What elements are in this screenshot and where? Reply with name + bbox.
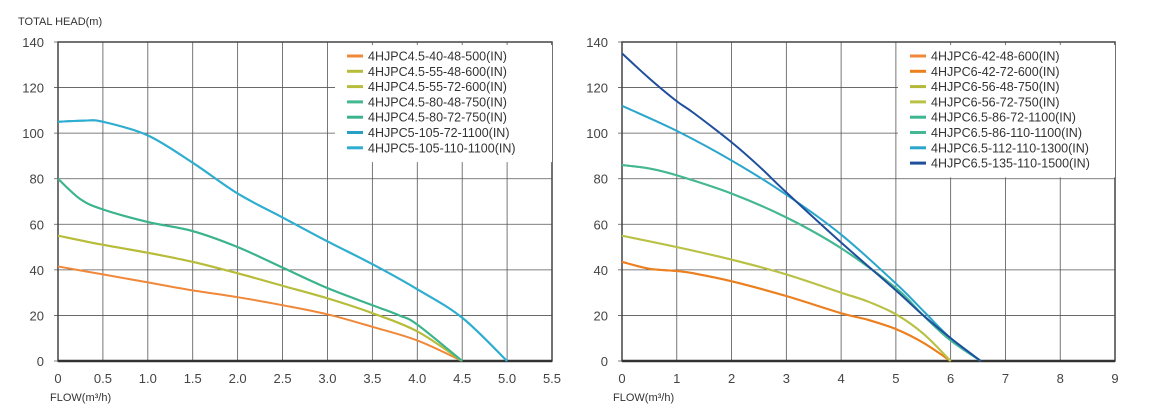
series-line (621, 52, 982, 362)
x-tick-label: 4 (837, 371, 844, 386)
legend-entry: 4HJPC4.5-80-48-750(IN) (368, 95, 507, 109)
x-tick-label: 7 (1002, 371, 1009, 386)
legend-entry: 4HJPC4.5-55-72-600(IN) (368, 80, 507, 94)
legend-entry: 4HJPC6-56-72-750(IN) (931, 95, 1060, 109)
x-tick-label: 9 (1111, 371, 1118, 386)
y-tick-label: 20 (594, 308, 608, 323)
legend-entry: 4HJPC6.5-135-110-1500(IN) (931, 157, 1090, 171)
series-line (621, 164, 982, 362)
series-line (621, 104, 982, 362)
legend-entry: 4HJPC6.5-86-72-1100(IN) (931, 111, 1076, 125)
y-tick-label: 140 (586, 35, 608, 50)
legend-entry: 4HJPC6.5-86-110-1100(IN) (931, 126, 1082, 140)
x-tick-label: 2 (728, 371, 735, 386)
x-tick-label: 0 (618, 371, 625, 386)
x-tick-label: 4.0 (408, 371, 426, 386)
x-tick-label: 4.5 (453, 371, 471, 386)
chart-left: 0 0.5 1.0 1.5 2.0 2.5 3.0 3.5 4.0 4.5 5.0 5.5 0 20 40 6… (22, 35, 561, 386)
x-tick-label: 1.5 (184, 371, 202, 386)
x-tick-label: 8 (1057, 371, 1064, 386)
y-tick-label: 100 (22, 126, 44, 141)
series-line (621, 234, 952, 362)
x-tick-label: 3 (783, 371, 790, 386)
legend-entry: 4HJPC4.5-80-72-750(IN) (368, 111, 507, 125)
x-tick-label: 2.5 (274, 371, 292, 386)
series-line (57, 177, 463, 362)
legend: 4HJPC4.5-40-48-500(IN)4HJPC4.5-55-48-600… (335, 45, 552, 163)
y-tick-label: 0 (601, 354, 608, 369)
y-tick-label: 80 (30, 172, 44, 187)
legend-entry: 4HJPC5-105-110-1100(IN) (368, 141, 516, 155)
y-tick-label: 40 (594, 263, 608, 278)
x-tick-label: 1.0 (139, 371, 157, 386)
legend-entry: 4HJPC6-42-72-600(IN) (931, 65, 1060, 79)
legend-entry: 4HJPC6.5-112-110-1300(IN) (931, 141, 1089, 155)
series-line (621, 164, 982, 362)
x-axis-label-left: FLOW(m³/h) (50, 392, 111, 404)
x-axis-label-right: FLOW(m³/h) (613, 392, 674, 404)
y-tick-label: 80 (594, 172, 608, 187)
legend-box (898, 45, 1115, 178)
legend: 4HJPC6-42-48-600(IN)4HJPC6-42-72-600(IN)… (898, 45, 1115, 178)
y-tick-label: 40 (30, 263, 44, 278)
legend-entry: 4HJPC6-56-48-750(IN) (931, 80, 1060, 94)
series-line (57, 234, 463, 362)
series-line (57, 234, 463, 362)
legend-entry: 4HJPC6-42-48-600(IN) (931, 50, 1060, 64)
legend-entry: 4HJPC5-105-72-1100(IN) (368, 126, 510, 140)
legend-entry: 4HJPC4.5-55-48-600(IN) (368, 65, 507, 79)
series-line (57, 265, 463, 362)
x-tick-label: 2.0 (229, 371, 247, 386)
legend-entry: 4HJPC4.5-40-48-500(IN) (368, 50, 507, 64)
x-tick-label: 0 (54, 371, 61, 386)
y-tick-label: 60 (594, 217, 608, 232)
x-tick-label: 5 (892, 371, 899, 386)
x-tick-label: 3.0 (318, 371, 336, 386)
y-axis-label: TOTAL HEAD(m) (18, 16, 102, 28)
y-tick-label: 60 (30, 217, 44, 232)
y-tick-label: 120 (586, 81, 608, 96)
y-tick-label: 100 (586, 126, 608, 141)
x-tick-label: 1 (673, 371, 680, 386)
y-tick-label: 0 (37, 354, 44, 369)
series-line (621, 260, 952, 362)
x-tick-label: 6 (947, 371, 954, 386)
x-tick-label: 5.5 (543, 371, 561, 386)
y-tick-label: 140 (22, 35, 44, 50)
series-line (57, 119, 508, 362)
x-tick-label: 0.5 (94, 371, 112, 386)
y-tick-label: 120 (22, 81, 44, 96)
y-tick-label: 20 (30, 308, 44, 323)
legend-box (335, 45, 552, 163)
x-tick-label: 5.0 (498, 371, 516, 386)
chart-right: 0 1 2 3 4 5 6 7 8 9 0 20 40 60 80 100 120 140 4HJPC6-42-48… (586, 35, 1118, 386)
x-tick-label: 3.5 (363, 371, 381, 386)
